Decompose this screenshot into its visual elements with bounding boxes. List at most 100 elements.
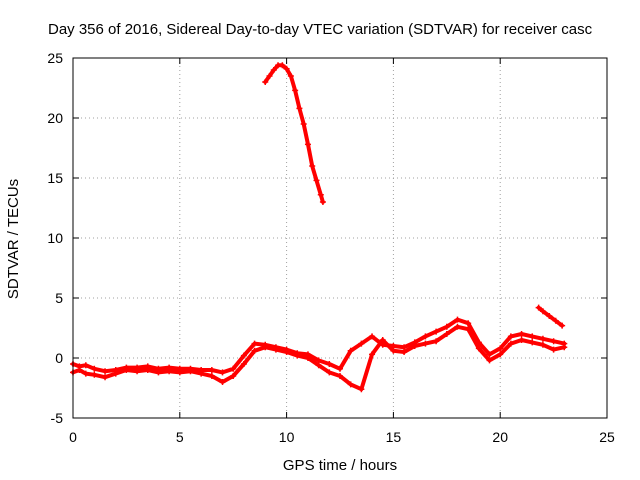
series-group: [262, 62, 326, 205]
data-point: [518, 331, 525, 337]
data-point: [304, 351, 311, 358]
data-point: [443, 331, 450, 337]
x-tick-label: 0: [69, 429, 77, 445]
data-point: [102, 374, 109, 381]
data-point: [292, 87, 299, 94]
data-point: [230, 373, 237, 379]
data-point: [219, 369, 226, 376]
data-point: [296, 105, 303, 112]
data-point: [144, 363, 151, 370]
data-point: [319, 199, 326, 205]
data-point: [486, 357, 493, 364]
data-point: [208, 367, 215, 373]
data-point: [454, 316, 461, 323]
data-point: [262, 79, 269, 85]
data-point: [251, 340, 258, 347]
x-tick-label: 25: [599, 429, 615, 445]
data-point: [546, 313, 553, 319]
data-point: [134, 364, 141, 371]
data-point: [390, 343, 397, 349]
data-point: [240, 361, 247, 367]
data-point: [539, 308, 546, 315]
chart-title: Day 356 of 2016, Sidereal Day-to-day VTE…: [48, 21, 593, 38]
x-tick-label: 5: [176, 429, 184, 445]
data-point: [155, 365, 162, 372]
data-point: [535, 304, 542, 311]
y-tick-label: 15: [47, 170, 63, 186]
data-point: [166, 364, 173, 371]
grid: [73, 58, 607, 418]
data-point: [240, 352, 247, 359]
data-point: [272, 344, 279, 351]
y-tick-label: 25: [47, 50, 63, 66]
data-point: [486, 351, 493, 358]
data-point: [198, 367, 205, 373]
data-point: [552, 317, 559, 324]
y-tick-label: 20: [47, 110, 63, 126]
data-point: [529, 339, 536, 346]
x-tick-label: 10: [279, 429, 295, 445]
data-point: [112, 367, 119, 373]
x-tick-label: 15: [386, 429, 402, 445]
y-axis-label: SDTVAR / TECUs: [5, 179, 22, 299]
x-axis-label: GPS time / hours: [283, 457, 397, 474]
data-point: [304, 141, 311, 148]
data-point: [208, 373, 215, 379]
data-point: [91, 365, 98, 372]
data-point: [326, 361, 333, 367]
data-point: [82, 362, 89, 369]
data-point: [433, 338, 440, 345]
data-point: [283, 346, 290, 353]
data-point: [326, 369, 333, 376]
series-group: [535, 304, 566, 329]
data-point: [102, 368, 109, 375]
data-point: [76, 363, 83, 370]
data-point: [550, 346, 557, 353]
data-point: [443, 323, 450, 330]
data-point: [266, 73, 273, 79]
data-point: [507, 340, 514, 347]
data-point: [337, 373, 343, 379]
data-point: [561, 340, 568, 347]
data-point: [287, 73, 294, 79]
data-point: [91, 371, 98, 378]
data-point: [422, 333, 429, 340]
data-point: [539, 341, 546, 348]
data-point: [369, 351, 376, 358]
data-point: [497, 351, 504, 358]
data-point: [422, 340, 429, 347]
y-tick-label: -5: [51, 410, 64, 426]
data-point: [309, 163, 316, 169]
x-tick-label: 20: [492, 429, 508, 445]
data-point: [279, 62, 286, 69]
data-point: [454, 323, 461, 330]
data-point: [230, 365, 237, 372]
data-point: [465, 320, 472, 327]
data-point: [497, 345, 504, 352]
data-point: [369, 333, 376, 340]
data-point: [337, 365, 343, 372]
data-point: [358, 340, 365, 347]
data-point: [123, 364, 130, 371]
y-tick-label: 10: [47, 230, 63, 246]
ticks: [72, 57, 608, 419]
data-point: [475, 339, 482, 346]
data-point: [300, 121, 307, 127]
data-point: [518, 337, 525, 343]
data-point: [529, 333, 536, 340]
y-tick-label: 5: [55, 290, 63, 306]
data-point: [315, 357, 322, 364]
data-point: [550, 338, 557, 345]
data-point: [313, 177, 320, 184]
data-point: [379, 341, 386, 348]
data-point: [507, 333, 514, 340]
data-point: [262, 341, 269, 348]
series-group: [70, 316, 568, 376]
data-point: [411, 339, 418, 346]
data-series: [70, 62, 568, 393]
data-point: [82, 370, 89, 377]
data-point: [283, 65, 290, 72]
tick-labels: 0 5 10 15 20 25 -5 0 5 10 15 20 25: [47, 50, 615, 445]
